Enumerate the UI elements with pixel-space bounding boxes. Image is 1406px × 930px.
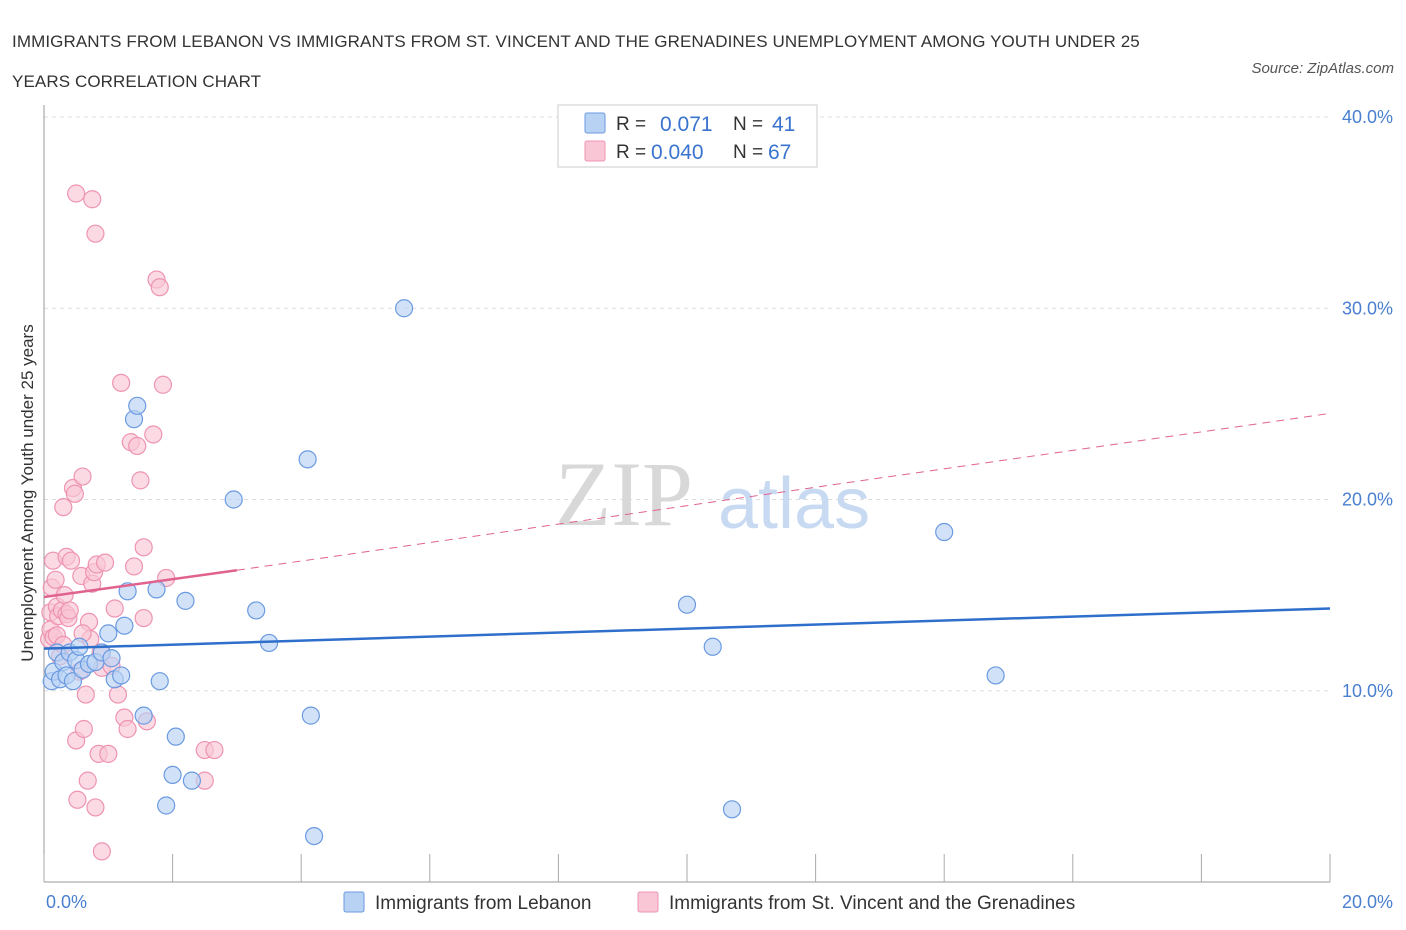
point-lebanon [986, 666, 1005, 685]
stats-box: R = 0.071 N = 41 R = 0.040 N = 67 [557, 104, 818, 168]
point-stvincent [65, 484, 84, 503]
point-lebanon [102, 649, 121, 668]
point-stvincent [108, 685, 128, 704]
point-stvincent [134, 538, 153, 557]
point-stvincent [153, 375, 173, 394]
point-stvincent [46, 570, 65, 589]
stats-r-value: 0.071 [660, 113, 713, 136]
point-stvincent [78, 771, 97, 790]
axes [43, 105, 1331, 883]
point-stvincent [61, 551, 81, 570]
point-stvincent [124, 557, 144, 576]
point-lebanon [722, 800, 742, 819]
point-stvincent [86, 224, 105, 243]
point-lebanon [163, 765, 182, 785]
point-stvincent [68, 790, 87, 809]
point-stvincent [134, 608, 153, 628]
point-stvincent [95, 553, 115, 572]
point-lebanon [150, 672, 169, 691]
y-axis-label: Unemployment Among Youth under 25 years [18, 324, 37, 661]
legend: Immigrants from Lebanon Immigrants from … [343, 891, 1075, 914]
stats-n-label: N = [733, 142, 763, 163]
point-stvincent [118, 719, 137, 739]
legend-label-lebanon: Immigrants from Lebanon [375, 893, 592, 914]
point-stvincent [73, 467, 92, 486]
y-tick-label: 40.0% [1342, 107, 1393, 127]
point-stvincent [105, 599, 124, 618]
legend-label-stvincent: Immigrants from St. Vincent and the Gren… [669, 893, 1075, 914]
point-lebanon [115, 616, 134, 635]
point-lebanon [298, 450, 317, 469]
watermark-zip: ZIP [555, 443, 693, 545]
stats-swatch-lebanon [584, 112, 606, 134]
legend-swatch-lebanon [343, 891, 365, 913]
stats-r-value: 0.040 [651, 141, 704, 164]
legend-swatch-stvincent [637, 891, 659, 913]
point-stvincent [86, 798, 105, 817]
point-lebanon [128, 396, 147, 415]
point-stvincent [60, 601, 79, 620]
point-lebanon [176, 591, 195, 610]
point-stvincent [83, 190, 102, 209]
x-tick-label-min: 0.0% [46, 892, 87, 912]
x-tick-label-max: 20.0% [1342, 892, 1393, 912]
y-tick-label: 20.0% [1342, 490, 1393, 510]
point-stvincent [112, 373, 131, 392]
point-lebanon [677, 595, 697, 614]
point-stvincent [76, 685, 95, 704]
point-stvincent [131, 471, 150, 490]
point-stvincent [144, 425, 163, 444]
point-lebanon [157, 796, 176, 815]
point-stvincent [92, 842, 111, 861]
point-stvincent [205, 740, 224, 760]
stats-n-value: 67 [768, 141, 791, 164]
point-stvincent [67, 184, 86, 203]
y-tick-label: 10.0% [1342, 681, 1393, 701]
point-lebanon [247, 601, 266, 620]
point-stvincent [150, 278, 169, 297]
point-lebanon [134, 706, 153, 725]
point-stvincent [54, 498, 73, 517]
point-lebanon [301, 706, 320, 725]
point-lebanon [182, 771, 201, 790]
stats-n-label: N = [733, 114, 763, 135]
trend-line-stvincent-extension [236, 412, 1331, 571]
trend-line-lebanon [43, 607, 1331, 650]
trend-line-stvincent [43, 569, 238, 599]
point-stvincent [99, 744, 118, 763]
stats-r-label: R = [616, 142, 646, 163]
axis-ticks: 10.0% 20.0% 30.0% 40.0% 0.0% 20.0% [46, 107, 1393, 912]
point-stvincent [128, 436, 147, 456]
point-lebanon [703, 637, 722, 656]
data-points [40, 184, 1005, 861]
stats-n-value: 41 [772, 113, 795, 136]
source-label: Source: ZipAtlas.com [1251, 60, 1394, 77]
trend-lines [43, 412, 1331, 650]
stats-swatch-stvincent [584, 140, 606, 162]
point-lebanon [304, 826, 324, 846]
point-lebanon [112, 666, 131, 685]
y-tick-label: 30.0% [1342, 298, 1393, 318]
point-lebanon [166, 727, 185, 746]
point-stvincent [74, 719, 93, 739]
watermark-atlas: atlas [718, 464, 870, 544]
point-lebanon [224, 490, 243, 509]
stats-r-label: R = [616, 114, 646, 135]
point-lebanon [394, 299, 414, 318]
point-lebanon [935, 522, 954, 542]
point-lebanon [99, 624, 118, 643]
chart-title: IMMIGRANTS FROM LEBANON VS IMMIGRANTS FR… [12, 32, 1140, 91]
